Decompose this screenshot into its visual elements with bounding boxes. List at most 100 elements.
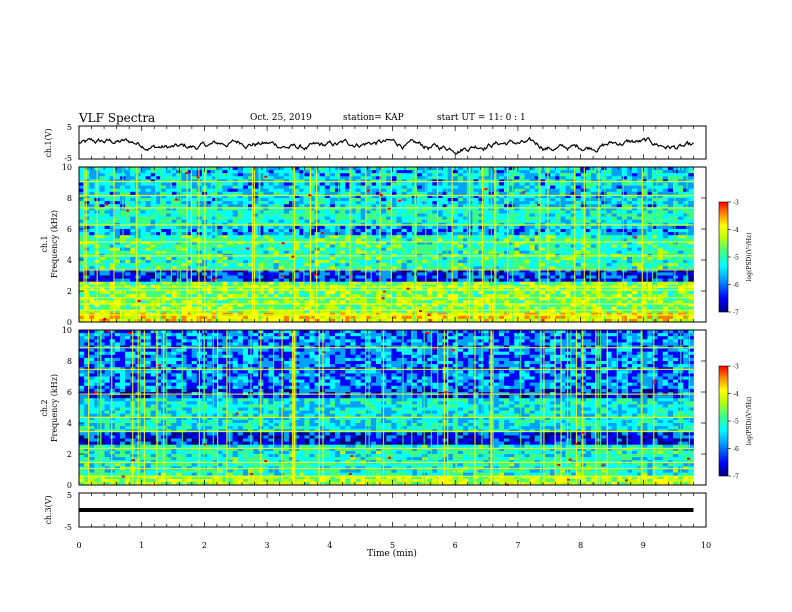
- spectrogram-cell: [519, 191, 525, 196]
- spectrogram-cell: [688, 235, 694, 239]
- spectrogram-cell: [478, 216, 484, 221]
- spectrogram-cell: [370, 263, 377, 267]
- spectrogram-cell: [288, 263, 295, 267]
- spectrogram-cell: [145, 256, 152, 261]
- spectrogram-cell: [560, 198, 566, 202]
- spectrogram-cell: [401, 176, 408, 180]
- spectrogram-cell: [580, 176, 587, 180]
- spectrogram-cell: [585, 263, 592, 267]
- spectrogram-cell: [329, 263, 336, 267]
- spectrogram-cell: [166, 207, 172, 211]
- spectrogram-cell: [171, 291, 177, 295]
- spectrogram-cell: [637, 238, 643, 242]
- spectrogram-cell: [570, 250, 577, 255]
- spectrogram-cell: [340, 210, 346, 214]
- spectrogram-cell: [591, 275, 597, 279]
- spectrogram-cell: [109, 194, 116, 199]
- spectrogram-cell: [422, 235, 428, 239]
- spectrogram-cell: [227, 198, 234, 202]
- spectrogram-cell: [688, 213, 694, 217]
- spectrogram-cell: [427, 244, 433, 248]
- spectrogram-cell: [519, 232, 525, 236]
- spectrogram-cell: [632, 278, 638, 283]
- spectrogram-cell: [560, 272, 566, 276]
- spectrogram-cell: [391, 198, 397, 202]
- spectrogram-cell: [626, 260, 633, 264]
- spectrogram-cell: [263, 278, 269, 283]
- spectrogram-cell: [155, 235, 162, 239]
- spectrogram-cell: [514, 241, 520, 245]
- spectrogram-cell: [570, 266, 577, 270]
- spectrogram-cell: [166, 191, 172, 196]
- spectrogram-cell: [662, 225, 669, 230]
- spectrogram-cell: [683, 278, 689, 283]
- spectrogram-cell: [268, 260, 274, 264]
- spectrogram-cell: [99, 167, 105, 171]
- spectrogram-cell: [217, 173, 223, 177]
- spectrogram-cell: [632, 170, 638, 174]
- spectrogram-cell: [345, 194, 351, 199]
- spectrogram-cell: [432, 232, 438, 236]
- spectrogram-cell: [678, 216, 684, 221]
- spectrogram-cell: [222, 194, 228, 199]
- spectrogram-cell: [196, 281, 203, 286]
- spectrogram-cell: [345, 176, 351, 180]
- spectrogram-cell: [130, 275, 136, 279]
- spectrogram-cell: [457, 176, 464, 180]
- spectrogram-cell: [237, 182, 244, 186]
- spectrogram-cell: [386, 272, 392, 276]
- spectrogram-cell: [437, 238, 443, 242]
- spectrogram-cell: [570, 281, 577, 286]
- spectrogram-cell: [652, 216, 659, 221]
- spectrogram-cell: [447, 188, 454, 193]
- spectrogram-cell: [591, 213, 597, 217]
- spectrogram-cell: [416, 260, 423, 264]
- spectrogram-cell: [606, 272, 612, 276]
- spectrogram-cell: [473, 225, 479, 230]
- spectrogram-cell: [498, 219, 505, 224]
- spectrogram-cell: [309, 272, 315, 276]
- spectrogram-cell: [447, 207, 454, 211]
- spectrogram-cell: [560, 204, 566, 208]
- spectrogram-cell: [672, 232, 679, 236]
- ch1-axis-ticks: [78, 126, 707, 159]
- spectrogram-cell: [437, 263, 443, 267]
- spectrogram-cell: [652, 204, 659, 208]
- spectrogram-cell: [370, 272, 377, 276]
- spectrogram-cell: [181, 281, 187, 286]
- spectrogram-cell: [478, 170, 484, 174]
- spectrogram-cell: [130, 198, 136, 202]
- spectrogram-cell: [452, 210, 459, 214]
- spectrogram-cell: [381, 238, 387, 242]
- spectrogram-cell: [278, 185, 285, 190]
- spectrogram-cell: [232, 201, 239, 205]
- spectrogram-cell: [355, 275, 362, 279]
- spectrogram-cell: [79, 185, 85, 190]
- spectrogram-cell: [309, 194, 315, 199]
- spectrogram-cell: [355, 219, 362, 224]
- spectrogram-cell: [242, 250, 249, 255]
- spectrogram-cell: [386, 198, 392, 202]
- spectrogram-cell: [114, 269, 121, 273]
- spectrogram-cell: [678, 191, 684, 196]
- spectrogram-cell: [632, 210, 638, 214]
- spectrogram-cell: [483, 263, 490, 267]
- spectrogram-cell: [416, 263, 423, 267]
- spectrogram-cell: [498, 232, 505, 236]
- spectrogram-cell: [324, 269, 331, 273]
- spectrogram-cell: [319, 291, 326, 295]
- spectrogram-cell: [386, 263, 392, 267]
- spectrogram-cell: [258, 210, 264, 214]
- spectrogram-cell: [672, 185, 679, 190]
- spectrogram-cell: [652, 269, 659, 273]
- spectrogram-cell: [370, 219, 377, 224]
- spectrogram-cell: [340, 241, 346, 245]
- spectrogram-cell: [237, 185, 244, 190]
- spectrogram-cell: [309, 170, 315, 174]
- spectrogram-cell: [160, 167, 167, 171]
- spectrogram-cell: [299, 188, 305, 193]
- spectrogram-cell: [678, 213, 684, 217]
- spectrogram-cell: [468, 201, 474, 205]
- spectrogram-cell: [237, 198, 244, 202]
- spectrogram-cell: [89, 170, 95, 174]
